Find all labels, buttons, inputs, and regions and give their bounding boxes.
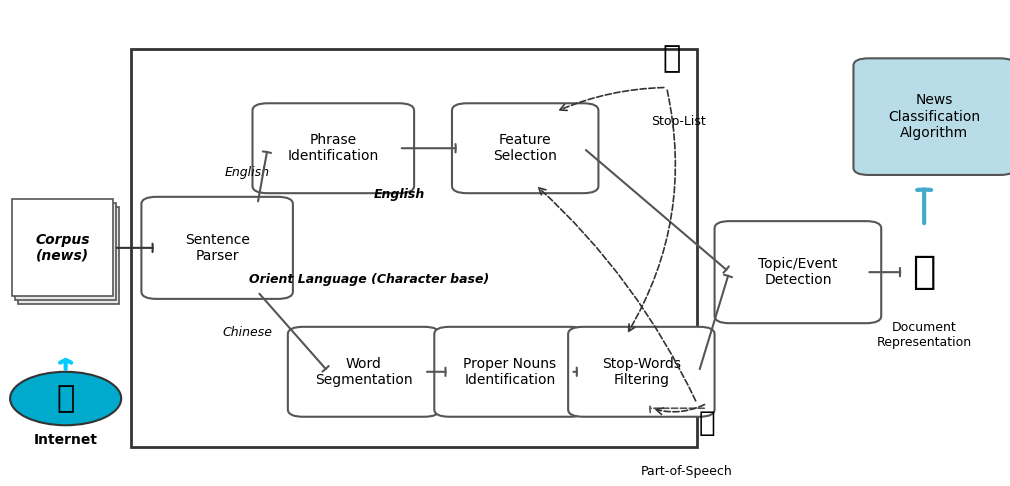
FancyBboxPatch shape [853, 58, 1010, 175]
Text: Corpus
(news): Corpus (news) [35, 233, 90, 263]
Text: Stop-List: Stop-List [651, 115, 706, 128]
Text: English: English [225, 166, 270, 179]
FancyBboxPatch shape [15, 203, 116, 300]
Text: Orient Language (Character base): Orient Language (Character base) [248, 273, 489, 286]
Text: News
Classification
Algorithm: News Classification Algorithm [888, 93, 981, 140]
FancyBboxPatch shape [141, 197, 293, 299]
FancyArrowPatch shape [655, 404, 705, 415]
FancyBboxPatch shape [18, 207, 119, 304]
Text: English: English [374, 188, 424, 201]
Text: Internet: Internet [33, 433, 98, 447]
FancyBboxPatch shape [452, 104, 598, 193]
Text: Feature
Selection: Feature Selection [493, 133, 558, 163]
FancyBboxPatch shape [568, 327, 715, 417]
FancyBboxPatch shape [252, 104, 414, 193]
Text: Sentence
Parser: Sentence Parser [185, 233, 249, 263]
Text: 📋: 📋 [699, 409, 715, 437]
FancyArrowPatch shape [628, 90, 676, 331]
FancyBboxPatch shape [12, 199, 113, 296]
FancyBboxPatch shape [434, 327, 586, 417]
Text: Document
Representation: Document Representation [877, 321, 972, 349]
Text: Part-of-Speech: Part-of-Speech [641, 465, 732, 478]
Text: Stop-Words
Filtering: Stop-Words Filtering [602, 357, 681, 387]
Text: 💾: 💾 [912, 253, 936, 291]
Text: Phrase
Identification: Phrase Identification [288, 133, 379, 163]
Circle shape [10, 372, 121, 425]
Text: Chinese: Chinese [222, 327, 273, 339]
Text: Proper Nouns
Identification: Proper Nouns Identification [464, 357, 557, 387]
FancyBboxPatch shape [715, 221, 881, 323]
FancyArrowPatch shape [560, 87, 664, 110]
Text: Topic/Event
Detection: Topic/Event Detection [759, 257, 837, 287]
Text: 📝: 📝 [663, 44, 681, 73]
Text: 🌐: 🌐 [57, 384, 75, 413]
FancyArrowPatch shape [538, 188, 696, 401]
Text: Word
Segmentation: Word Segmentation [315, 357, 412, 387]
FancyBboxPatch shape [288, 327, 439, 417]
FancyBboxPatch shape [131, 49, 697, 447]
